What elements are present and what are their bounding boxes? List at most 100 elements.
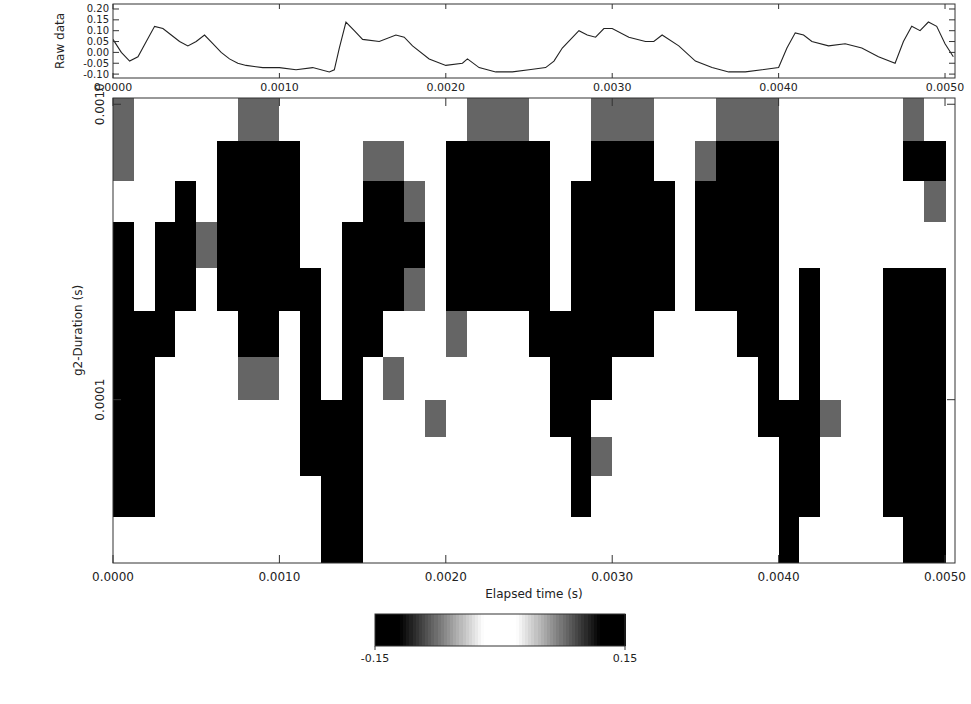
- y-tick-label: 0.05: [87, 36, 109, 47]
- cell: [363, 517, 384, 563]
- cell: [300, 311, 321, 357]
- x-axis-title: Elapsed time (s): [485, 587, 583, 601]
- cell: [799, 400, 820, 438]
- cell: [425, 357, 446, 401]
- cell: [716, 141, 737, 181]
- cell: [217, 476, 238, 517]
- cell: [238, 268, 259, 312]
- cell: [903, 476, 924, 517]
- cell: [695, 268, 716, 312]
- cell: [363, 98, 384, 142]
- cell: [487, 268, 508, 312]
- cell: [196, 141, 217, 181]
- cell: [841, 357, 862, 401]
- cell: [779, 437, 800, 477]
- cell: [383, 98, 404, 142]
- cell: [883, 311, 904, 357]
- cell: [425, 268, 446, 312]
- cell: [862, 181, 883, 222]
- cell: [612, 222, 633, 268]
- cell: [155, 476, 176, 517]
- cell: [591, 400, 612, 438]
- cells-group: [113, 98, 946, 563]
- cell: [487, 517, 508, 563]
- cell: [300, 357, 321, 401]
- cell: [279, 476, 300, 517]
- cell: [654, 222, 675, 268]
- cell: [113, 357, 134, 401]
- colorbar-tick: [375, 646, 376, 650]
- cell: [758, 437, 779, 477]
- cell: [238, 437, 259, 477]
- cell: [342, 357, 363, 401]
- cell: [217, 222, 238, 268]
- cell: [446, 400, 467, 438]
- cell: [279, 311, 300, 357]
- x-tick: [279, 98, 280, 106]
- cell: [612, 437, 633, 477]
- cell: [862, 222, 883, 268]
- cell: [383, 222, 404, 268]
- cell: [924, 357, 945, 401]
- cell: [862, 98, 883, 142]
- cell: [841, 476, 862, 517]
- x-tick-label: 0.0010: [258, 570, 300, 584]
- cell: [737, 311, 758, 357]
- cell: [820, 400, 841, 438]
- cell: [342, 181, 363, 222]
- cell: [404, 98, 425, 142]
- cell: [654, 181, 675, 222]
- cell: [217, 98, 238, 142]
- cell: [259, 268, 280, 312]
- cell: [612, 311, 633, 357]
- cell: [799, 222, 820, 268]
- cell: [279, 141, 300, 181]
- cell: [508, 437, 529, 477]
- cell: [883, 437, 904, 477]
- cell: [279, 181, 300, 222]
- y-tick: [113, 63, 119, 64]
- cell: [841, 141, 862, 181]
- x-tick-label: 0.0010: [260, 81, 299, 94]
- cell: [467, 437, 488, 477]
- cell: [238, 517, 259, 563]
- cell: [196, 476, 217, 517]
- y-tick: [947, 399, 955, 400]
- cell: [779, 357, 800, 401]
- cell: [446, 181, 467, 222]
- cell: [529, 98, 550, 142]
- y-tick: [947, 104, 955, 105]
- cell: [529, 141, 550, 181]
- cell: [675, 181, 696, 222]
- x-tick: [113, 98, 114, 106]
- cell: [113, 141, 134, 181]
- cell: [737, 357, 758, 401]
- cell: [300, 476, 321, 517]
- cell: [134, 517, 155, 563]
- cell: [903, 268, 924, 312]
- cell: [342, 476, 363, 517]
- cell: [446, 141, 467, 181]
- cell: [571, 476, 592, 517]
- x-tick-label: 0.0040: [758, 570, 800, 584]
- cell: [342, 141, 363, 181]
- cell: [508, 476, 529, 517]
- cell: [196, 311, 217, 357]
- cell: [820, 476, 841, 517]
- cell: [175, 222, 196, 268]
- cell: [737, 476, 758, 517]
- x-tick: [612, 98, 613, 106]
- cell: [716, 357, 737, 401]
- cell: [113, 181, 134, 222]
- cell: [363, 141, 384, 181]
- cell: [550, 222, 571, 268]
- cell: [155, 268, 176, 312]
- cell: [279, 357, 300, 401]
- cell: [654, 476, 675, 517]
- cell: [550, 141, 571, 181]
- cell: [113, 437, 134, 477]
- cell: [404, 141, 425, 181]
- y-tick-label: 0.15: [87, 14, 109, 25]
- cell: [383, 517, 404, 563]
- cell: [446, 268, 467, 312]
